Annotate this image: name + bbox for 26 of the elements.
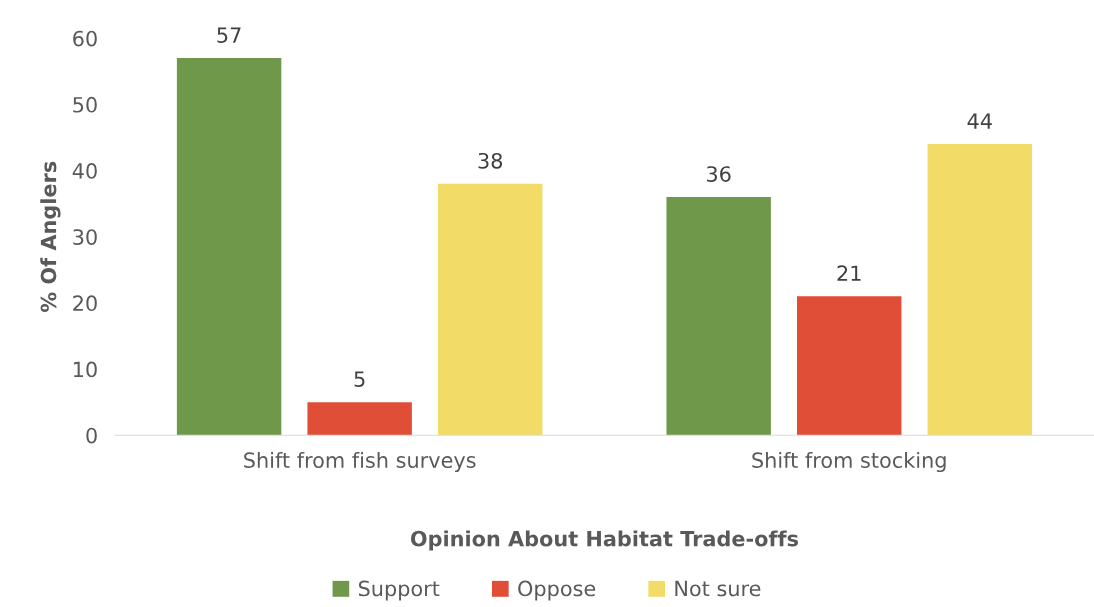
y-tick-label: 50 (73, 96, 97, 113)
x-tick-label: Shift from fish surveys (244, 451, 476, 473)
y-tick-label: 20 (73, 295, 97, 312)
y-tick-label: 0 (86, 427, 97, 444)
y-tick-label: 60 (73, 30, 97, 47)
y-tick-label: 10 (73, 361, 97, 378)
bar (797, 296, 902, 436)
y-tick-label: 40 (72, 163, 97, 179)
bar (176, 58, 282, 436)
data-label: 21 (837, 265, 861, 281)
legend-label: Support (358, 580, 440, 601)
data-label: 57 (217, 27, 241, 43)
data-label: 38 (478, 152, 503, 169)
bar (927, 144, 1032, 436)
data-label: 44 (967, 113, 992, 129)
bar (666, 197, 771, 436)
legend-label: Not sure (675, 580, 761, 597)
data-label: 36 (707, 166, 731, 182)
legend-label: Oppose (518, 580, 596, 601)
x-axis-title: Opinion About Habitat Trade-offs (410, 530, 798, 551)
y-axis-title: % Of Anglers (40, 161, 61, 313)
y-tick-label: 30 (73, 229, 97, 245)
data-label: 5 (354, 371, 365, 387)
bar (437, 183, 543, 436)
bar (307, 402, 412, 436)
x-tick-label: Shift from stocking (752, 451, 946, 473)
